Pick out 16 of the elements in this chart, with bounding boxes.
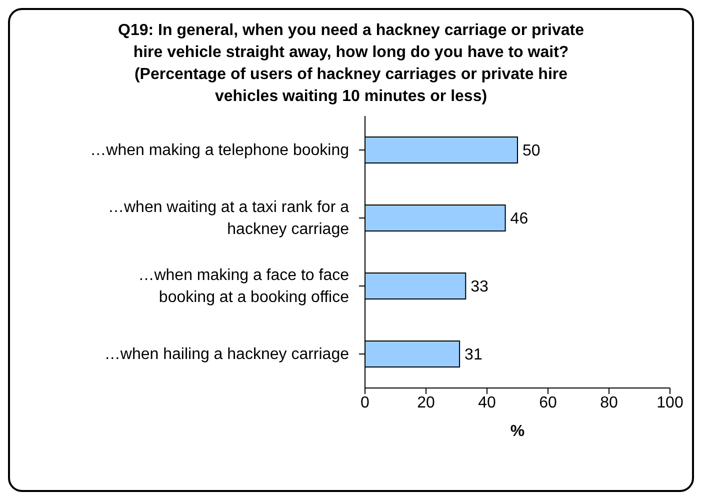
x-tick-label: 20 <box>417 394 435 412</box>
y-tick-label: …when waiting at a taxi rank for a hackney carriage <box>108 198 350 238</box>
x-tick-label: 60 <box>539 394 557 412</box>
chart-title: Q19: In general, when you need a hackney carriage or private hire vehicle straight away, how long do you have to wait? (Percentage of users of hackney carriages or private hire vehicles waiting 10 minutes or less) <box>117 21 585 107</box>
y-tick-label: …when hailing a hackney carriage <box>104 346 350 362</box>
data-label: 50 <box>522 142 540 160</box>
data-label: 31 <box>464 346 482 364</box>
data-label: 33 <box>470 278 489 296</box>
x-axis-title: % <box>510 423 525 440</box>
y-tick-label: …when making a telephone booking <box>90 142 349 158</box>
data-label: 46 <box>510 210 528 228</box>
x-tick-label: 0 <box>360 394 370 412</box>
x-tick-label: 100 <box>656 394 684 412</box>
x-tick-label: 40 <box>478 394 496 412</box>
x-tick-label: 80 <box>600 394 618 412</box>
y-tick-label: …when making a face to face booking at a booking office <box>138 266 350 306</box>
